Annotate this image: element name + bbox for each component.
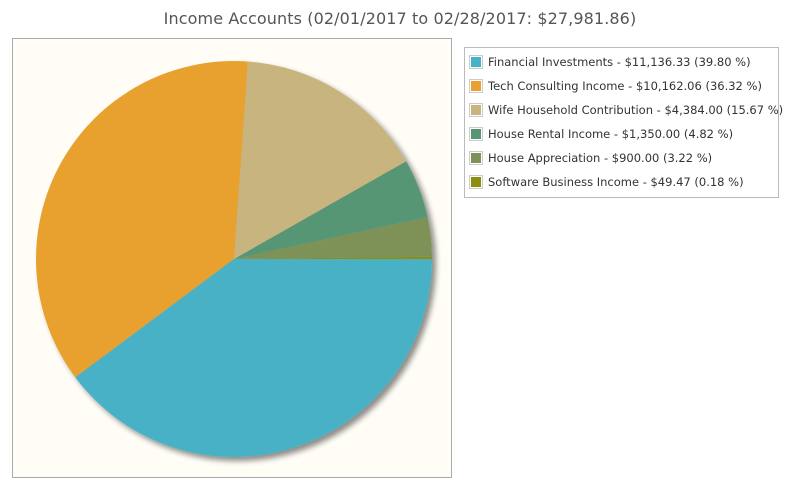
legend-swatch — [471, 129, 481, 139]
legend-swatch-frame — [469, 151, 483, 165]
legend-swatch — [471, 57, 481, 67]
legend-swatch-frame — [469, 127, 483, 141]
legend-item-2: Wife Household Contribution - $4,384.00 … — [465, 98, 783, 122]
legend-label: House Rental Income - $1,350.00 (4.82 %) — [488, 127, 734, 141]
legend: Financial Investments - $11,136.33 (39.8… — [464, 47, 783, 198]
legend-label: Wife Household Contribution - $4,384.00 … — [488, 103, 784, 117]
pie-slice-3[interactable] — [234, 161, 428, 259]
legend-swatch — [471, 177, 481, 187]
legend-label: Financial Investments - $11,136.33 (39.8… — [488, 55, 751, 69]
legend-item-1: Tech Consulting Income - $10,162.06 (36.… — [465, 74, 778, 98]
pie-slice-0[interactable] — [75, 259, 433, 458]
legend-swatch-frame — [469, 79, 483, 93]
legend-label: Tech Consulting Income - $10,162.06 (36.… — [488, 79, 762, 93]
pie-slice-1[interactable] — [36, 61, 248, 378]
legend-item-4: House Appreciation - $900.00 (3.22 %) — [465, 146, 778, 170]
pie-slice-4[interactable] — [234, 217, 432, 259]
legend-item-3: House Rental Income - $1,350.00 (4.82 %) — [465, 122, 778, 146]
plot-area — [12, 38, 452, 478]
legend-swatch — [471, 153, 481, 163]
legend-label: House Appreciation - $900.00 (3.22 %) — [488, 151, 713, 165]
chart-title: Income Accounts (02/01/2017 to 02/28/201… — [163, 9, 637, 28]
pie-slice-5[interactable] — [234, 256, 433, 259]
legend-swatch-frame — [469, 55, 483, 69]
legend-item-5: Software Business Income - $49.47 (0.18 … — [465, 170, 778, 194]
legend-swatch-frame — [469, 103, 483, 117]
pie-chart — [36, 61, 433, 458]
legend-item-0: Financial Investments - $11,136.33 (39.8… — [465, 50, 778, 74]
legend-swatch-frame — [469, 175, 483, 189]
legend-swatch — [471, 81, 481, 91]
legend-label: Software Business Income - $49.47 (0.18 … — [488, 175, 744, 189]
pie-slice-2[interactable] — [234, 61, 407, 260]
legend-swatch — [471, 105, 481, 115]
